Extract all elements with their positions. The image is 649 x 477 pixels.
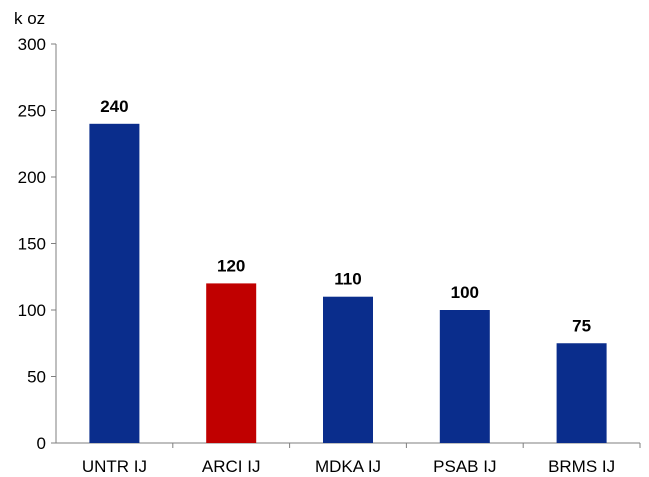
data-label: 75 (572, 316, 591, 335)
y-tick-label: 150 (18, 235, 46, 254)
axes-group: 0 50 100 150 200 250 300 (18, 35, 641, 453)
y-tick-label: 300 (18, 35, 46, 54)
bars-group (89, 123, 607, 444)
data-label: 100 (451, 283, 479, 302)
bar-brms-ij (556, 343, 607, 443)
y-tick-label: 0 (37, 434, 46, 453)
bar-mdka-ij (323, 296, 373, 443)
y-tick-label: 250 (18, 102, 46, 121)
unit-label: k oz (14, 9, 45, 28)
labels-group: 240 UNTR IJ 120 ARCI IJ 110 MDKA IJ 100 PSAB IJ… (82, 97, 615, 476)
x-tick-label: PSAB IJ (433, 457, 496, 476)
data-label: 110 (334, 270, 361, 289)
x-tick-label: BRMS IJ (548, 457, 615, 476)
x-tick-label: ARCI IJ (202, 457, 261, 476)
x-tick-label: MDKA IJ (315, 457, 381, 476)
x-tick-label: UNTR IJ (82, 457, 147, 476)
bar-arci-ij (206, 283, 257, 443)
y-tick-label: 200 (18, 168, 46, 187)
y-tick-label: 100 (18, 301, 46, 320)
bar-untr-ij (89, 123, 140, 444)
data-label: 120 (217, 256, 245, 275)
y-tick-label: 50 (27, 368, 46, 387)
bar-psab-ij (439, 310, 490, 443)
data-label: 240 (100, 97, 128, 116)
